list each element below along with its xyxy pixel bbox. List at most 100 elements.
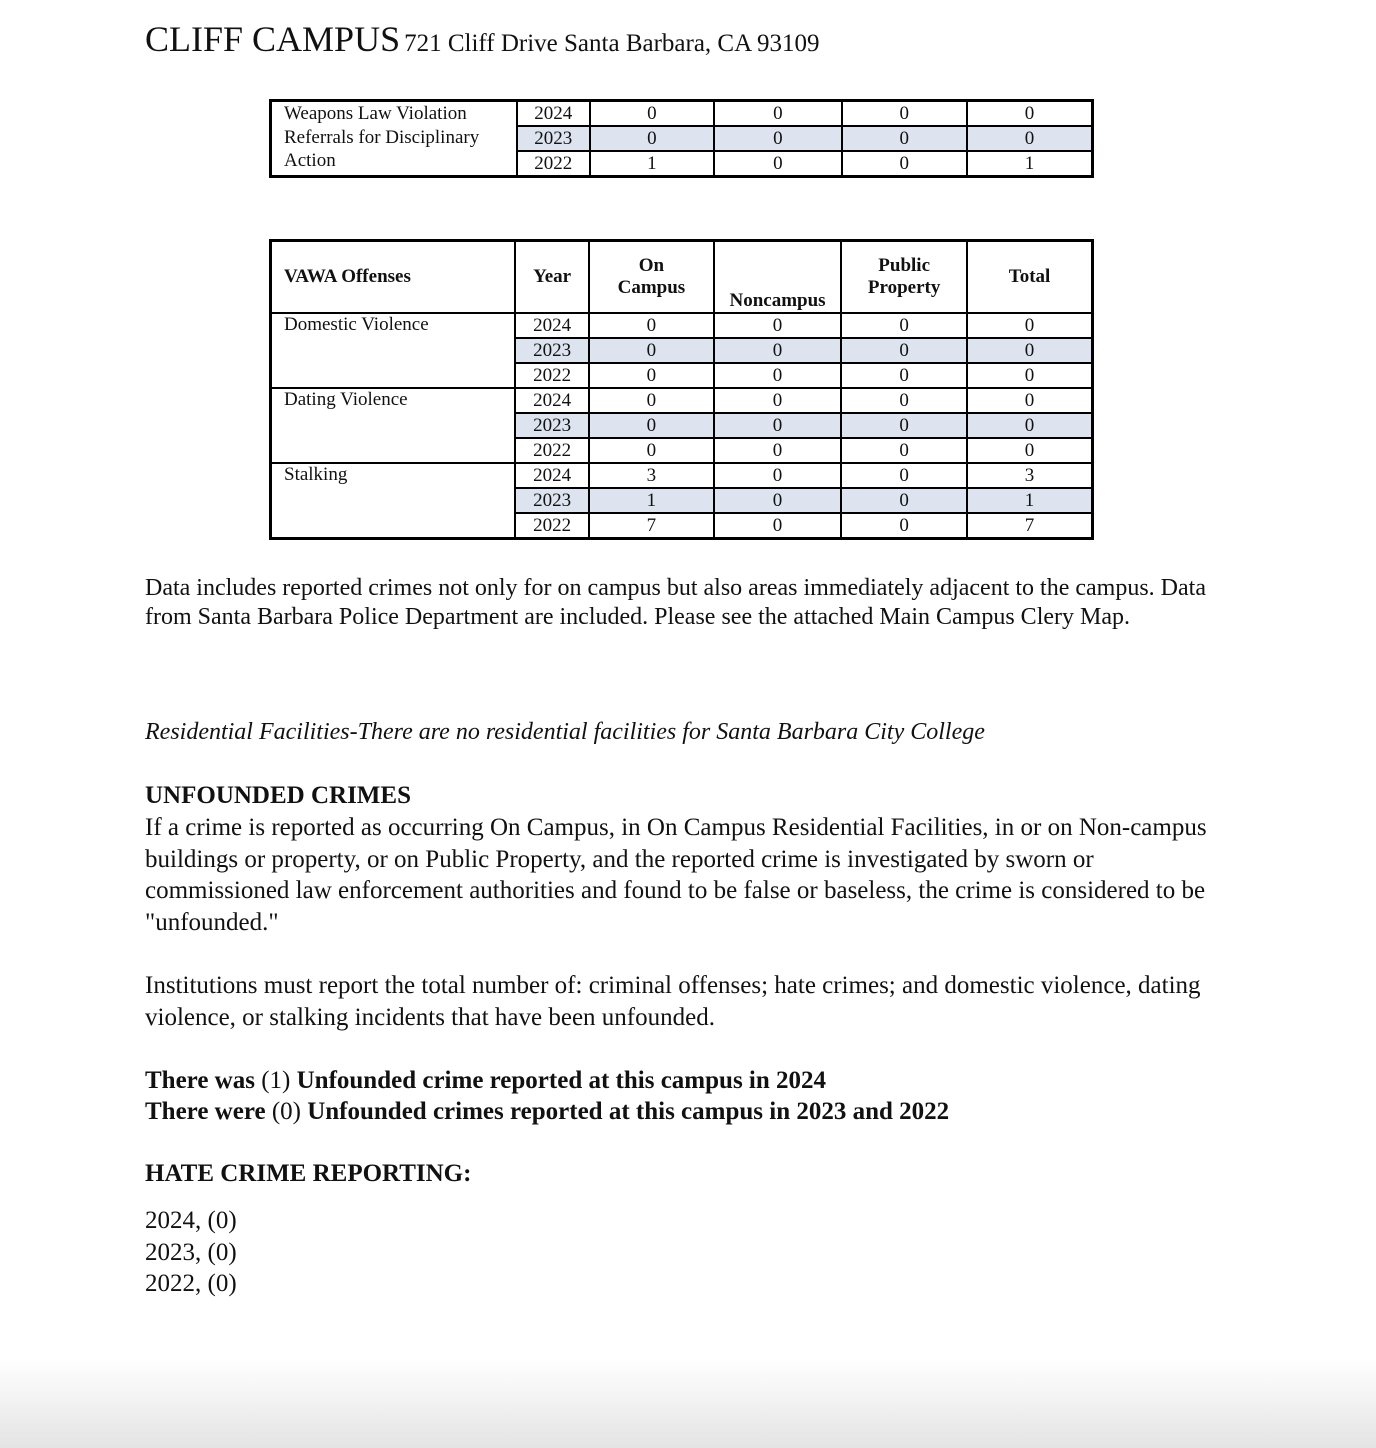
cell-total: 1 xyxy=(966,487,1094,514)
cell-noncampus: 0 xyxy=(713,125,843,152)
campus-title: CLIFF CAMPUS 721 Cliff Drive Santa Barba… xyxy=(145,18,820,60)
hate-crime-2022: 2022, (0) xyxy=(145,1270,237,1297)
header-noncampus: Noncampus xyxy=(712,239,843,314)
line-text: Unfounded crimes reported at this campus… xyxy=(300,1098,950,1125)
cell-public-property: 0 xyxy=(840,512,969,540)
cell-year: 2023 xyxy=(514,337,590,364)
cell-total: 0 xyxy=(966,362,1094,389)
bottom-fade xyxy=(0,1358,1376,1448)
table-row: 2022 0 0 0 0 xyxy=(271,437,1094,464)
cell-year: 2022 xyxy=(514,437,590,464)
table-row: 2023 0 0 0 0 xyxy=(271,337,1094,364)
header-year: Year xyxy=(514,239,590,314)
cell-total: 0 xyxy=(966,312,1094,339)
cell-public-property: 0 xyxy=(840,462,969,489)
cell-noncampus: 0 xyxy=(713,99,843,127)
cell-public-property: 0 xyxy=(840,150,969,178)
cell-public-property: 0 xyxy=(840,125,969,152)
offense-label: Weapons Law Violation Referrals for Disc… xyxy=(269,99,518,178)
cell-noncampus: 0 xyxy=(712,487,843,514)
cell-public-property: 0 xyxy=(840,362,969,389)
campus-name: CLIFF CAMPUS xyxy=(145,19,401,59)
cell-total: 0 xyxy=(966,125,1094,152)
cell-year: 2024 xyxy=(514,387,590,414)
cell-on-campus: 3 xyxy=(587,462,715,489)
cell-year: 2022 xyxy=(514,362,590,389)
unfounded-heading: UNFOUNDED CRIMES xyxy=(145,782,411,809)
cell-public-property: 0 xyxy=(840,487,969,514)
cell-public-property: 0 xyxy=(840,437,969,464)
cell-year: 2024 xyxy=(514,312,590,339)
table-row: Weapons Law Violation Referrals for Disc… xyxy=(269,99,1094,178)
table-row: Stalking 2024 3 0 0 3 xyxy=(269,462,1094,540)
offense-label: Stalking xyxy=(269,462,517,540)
campus-address: 721 Cliff Drive Santa Barbara, CA 93109 xyxy=(404,30,820,57)
hate-crime-2023: 2023, (0) xyxy=(145,1238,237,1266)
cell-on-campus: 0 xyxy=(587,312,715,339)
cell-on-campus: 0 xyxy=(587,387,715,414)
cell-on-campus: 1 xyxy=(587,487,715,514)
header-on-campus: On Campus xyxy=(587,239,715,314)
cell-year: 2023 xyxy=(515,125,591,152)
cell-on-campus: 0 xyxy=(587,412,715,439)
vawa-header-row: VAWA Offenses Year On Campus Noncampus P… xyxy=(269,239,1094,314)
line-text: Unfounded crime reported at this campus … xyxy=(290,1067,827,1094)
header-public-property: Public Property xyxy=(840,239,969,314)
cell-public-property: 0 xyxy=(840,412,969,439)
cell-total: 3 xyxy=(966,462,1094,489)
offense-label: Dating Violence xyxy=(269,387,517,464)
cell-year: 2022 xyxy=(514,512,590,540)
cell-on-campus: 0 xyxy=(587,362,715,389)
table-row: 2022 7 0 0 7 xyxy=(271,512,1094,540)
cell-public-property: 0 xyxy=(840,99,969,127)
vawa-table: VAWA Offenses Year On Campus Noncampus P… xyxy=(269,239,1094,540)
cell-total: 0 xyxy=(966,387,1094,414)
unfounded-2023-2022-line: There were (0) Unfounded crimes reported… xyxy=(145,1096,1225,1128)
unfounded-para1: If a crime is reported as occurring On C… xyxy=(145,814,1207,936)
cell-year: 2024 xyxy=(515,99,591,127)
table-row: 2023 0 0 0 0 xyxy=(271,125,1094,152)
cell-noncampus: 0 xyxy=(713,150,843,178)
cell-total: 0 xyxy=(966,412,1094,439)
line-count: (0) xyxy=(271,1098,301,1125)
cell-total: 7 xyxy=(966,512,1094,540)
cell-on-campus: 0 xyxy=(587,437,715,464)
cell-public-property: 0 xyxy=(840,312,969,339)
line-text: There were xyxy=(145,1098,272,1125)
cell-noncampus: 0 xyxy=(712,512,843,540)
cell-year: 2023 xyxy=(514,487,590,514)
cell-noncampus: 0 xyxy=(712,337,843,364)
cell-on-campus: 7 xyxy=(587,512,715,540)
line-count: (1) xyxy=(261,1067,291,1094)
cell-year: 2023 xyxy=(514,412,590,439)
cell-noncampus: 0 xyxy=(712,387,843,414)
cell-on-campus: 0 xyxy=(587,337,715,364)
table-row: Domestic Violence 2024 0 0 0 0 xyxy=(269,312,1094,389)
table-row: 2023 0 0 0 0 xyxy=(271,412,1094,439)
unfounded-para2: Institutions must report the total numbe… xyxy=(145,972,1201,1031)
cell-public-property: 0 xyxy=(840,337,969,364)
table-row: 2022 1 0 0 1 xyxy=(271,150,1094,178)
data-note: Data includes reported crimes not only f… xyxy=(145,575,1206,630)
cell-public-property: 0 xyxy=(840,387,969,414)
table-row: 2023 1 0 0 1 xyxy=(271,487,1094,514)
table-row: Dating Violence 2024 0 0 0 0 xyxy=(269,387,1094,464)
cell-total: 0 xyxy=(966,337,1094,364)
cell-year: 2022 xyxy=(515,150,591,178)
unfounded-2024-line: There was (1) Unfounded crime reported a… xyxy=(145,1065,1225,1097)
cell-noncampus: 0 xyxy=(712,437,843,464)
cell-on-campus: 0 xyxy=(588,99,716,127)
cell-on-campus: 0 xyxy=(588,125,716,152)
header-offense: VAWA Offenses xyxy=(269,239,517,314)
cell-noncampus: 0 xyxy=(712,312,843,339)
cell-total: 1 xyxy=(966,150,1094,178)
cell-noncampus: 0 xyxy=(712,362,843,389)
cell-noncampus: 0 xyxy=(712,412,843,439)
table-row: 2022 0 0 0 0 xyxy=(271,362,1094,389)
line-text: There was xyxy=(145,1067,262,1094)
hate-crime-heading: HATE CRIME REPORTING: xyxy=(145,1160,472,1187)
residential-note: Residential Facilities-There are no resi… xyxy=(145,719,985,745)
cell-total: 0 xyxy=(966,99,1094,127)
weapons-table: Weapons Law Violation Referrals for Disc… xyxy=(269,99,1094,178)
offense-label: Domestic Violence xyxy=(269,312,517,389)
